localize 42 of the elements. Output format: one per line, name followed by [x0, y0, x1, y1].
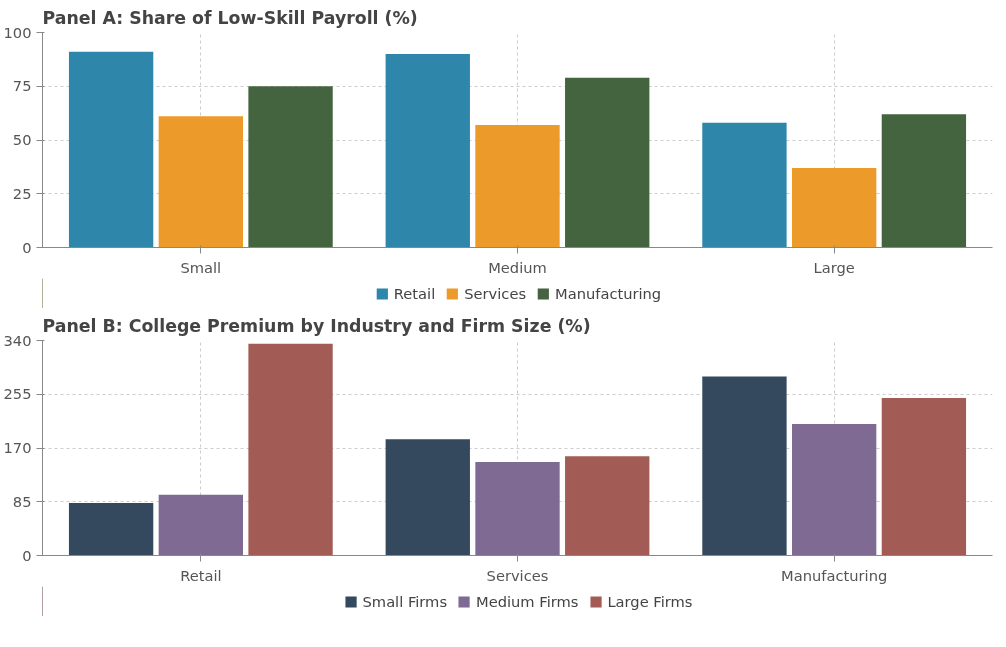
legend-label: Manufacturing	[555, 284, 662, 302]
y-tick-label: 0	[22, 546, 32, 564]
bar	[792, 423, 877, 556]
bar	[565, 456, 650, 556]
y-tick-label: 170	[3, 439, 32, 456]
y-tick-label: 340	[3, 331, 32, 349]
bar	[475, 461, 560, 556]
bar	[565, 77, 650, 248]
bar	[881, 398, 967, 556]
bar	[792, 167, 877, 248]
y-tick-label: 255	[3, 385, 32, 403]
chart-title: Panel B: College Premium by Industry and Firm Size (%)	[42, 315, 591, 336]
y-tick-label: 50	[12, 131, 32, 148]
bar	[702, 122, 787, 248]
legend-label: Medium Firms	[476, 592, 579, 610]
bar	[475, 124, 560, 248]
bar	[68, 51, 154, 248]
x-tick-label: Large	[813, 258, 855, 276]
bar	[881, 114, 967, 248]
x-tick-label: Manufacturing	[781, 566, 888, 584]
bar	[385, 54, 470, 248]
legend-label: Retail	[393, 284, 436, 302]
y-tick-label: 75	[12, 77, 32, 95]
legend-label: Large Firms	[607, 592, 693, 610]
bar	[68, 503, 154, 556]
x-tick-label: Services	[486, 566, 549, 584]
legend-label: Services	[464, 284, 527, 302]
bar	[248, 343, 333, 556]
bar	[248, 86, 333, 248]
x-tick-label: Retail	[180, 566, 222, 584]
y-tick-label: 100	[3, 23, 32, 41]
x-tick-label: Medium	[488, 258, 547, 276]
chart-title: Panel A: Share of Low-Skill Payroll (%)	[42, 7, 418, 28]
bar	[158, 116, 243, 248]
y-tick-label: 85	[12, 492, 32, 510]
x-tick-label: Small	[180, 258, 222, 276]
y-tick-label: 0	[22, 238, 32, 256]
bar	[158, 494, 243, 556]
legend-label: Small Firms	[362, 592, 448, 610]
bar	[385, 439, 470, 556]
y-tick-label: 25	[12, 184, 32, 202]
bar	[702, 376, 787, 556]
